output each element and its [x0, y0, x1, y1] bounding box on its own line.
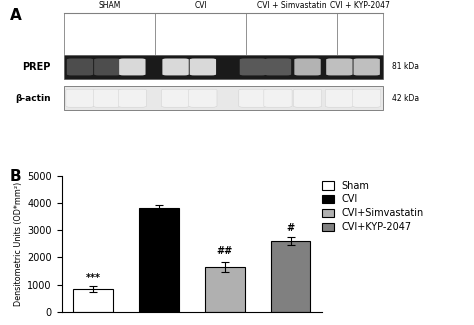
Text: 42 kDa: 42 kDa — [392, 94, 419, 103]
FancyBboxPatch shape — [293, 89, 322, 107]
Bar — [271, 241, 310, 312]
FancyBboxPatch shape — [190, 58, 216, 75]
Text: CVI: CVI — [194, 1, 207, 10]
Bar — [205, 267, 245, 312]
Text: CVI + KYP-2047: CVI + KYP-2047 — [330, 1, 390, 10]
FancyBboxPatch shape — [66, 89, 94, 107]
Text: β-actin: β-actin — [15, 94, 50, 103]
Legend: Sham, CVI, CVI+Simvastatin, CVI+KYP-2047: Sham, CVI, CVI+Simvastatin, CVI+KYP-2047 — [319, 178, 427, 235]
FancyBboxPatch shape — [162, 89, 190, 107]
Text: #: # — [287, 223, 295, 233]
Text: B: B — [9, 169, 21, 184]
FancyBboxPatch shape — [189, 89, 217, 107]
FancyBboxPatch shape — [240, 58, 266, 75]
Text: PREP: PREP — [22, 62, 50, 72]
FancyBboxPatch shape — [264, 89, 292, 107]
Text: ***: *** — [86, 273, 100, 283]
Text: CVI + Simvastatin: CVI + Simvastatin — [257, 1, 327, 10]
Text: ##: ## — [217, 246, 233, 256]
Text: A: A — [9, 7, 21, 23]
FancyBboxPatch shape — [93, 89, 121, 107]
FancyBboxPatch shape — [67, 58, 93, 75]
FancyBboxPatch shape — [119, 58, 146, 75]
Text: 81 kDa: 81 kDa — [392, 62, 419, 72]
Text: SHAM: SHAM — [99, 1, 121, 10]
Y-axis label: Densitometric Units (OD*mm²): Densitometric Units (OD*mm²) — [14, 182, 23, 306]
FancyBboxPatch shape — [354, 58, 380, 75]
FancyBboxPatch shape — [94, 58, 120, 75]
FancyBboxPatch shape — [64, 55, 383, 79]
FancyBboxPatch shape — [353, 89, 381, 107]
Bar — [73, 289, 113, 312]
FancyBboxPatch shape — [265, 58, 291, 75]
FancyBboxPatch shape — [294, 58, 321, 75]
FancyBboxPatch shape — [118, 89, 146, 107]
FancyBboxPatch shape — [239, 89, 267, 107]
Bar — [139, 208, 179, 312]
FancyBboxPatch shape — [325, 89, 354, 107]
FancyBboxPatch shape — [64, 86, 383, 110]
FancyBboxPatch shape — [163, 58, 189, 75]
FancyBboxPatch shape — [326, 58, 353, 75]
